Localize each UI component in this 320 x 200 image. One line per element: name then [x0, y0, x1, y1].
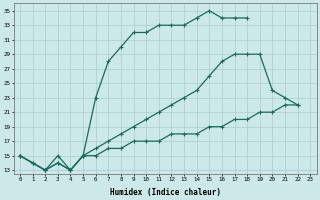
X-axis label: Humidex (Indice chaleur): Humidex (Indice chaleur) — [109, 188, 220, 197]
